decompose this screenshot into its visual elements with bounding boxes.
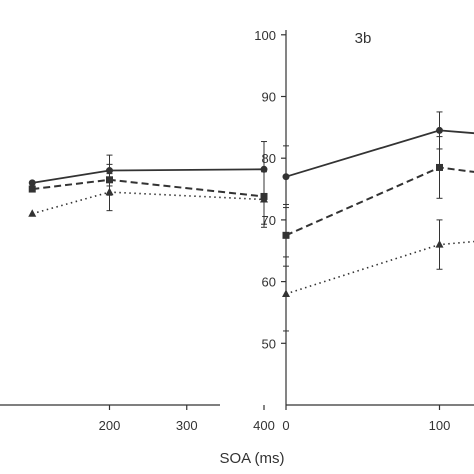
y-tick-label: 60 xyxy=(262,275,276,290)
x-tick-label: 200 xyxy=(99,418,121,433)
panel-3a: 200 300 400 xyxy=(0,141,275,433)
data-point-triangle xyxy=(28,209,37,217)
y-tick-label: 90 xyxy=(262,90,276,105)
series-line-solid xyxy=(285,129,474,178)
data-point-square xyxy=(436,163,443,171)
series-line-dashed xyxy=(285,166,474,237)
x-tick-label: 300 xyxy=(176,418,198,433)
x-axis-label: SOA (ms) xyxy=(219,450,284,467)
y-tick-label: 100 xyxy=(254,28,276,43)
data-point-square xyxy=(28,185,36,193)
data-point-triangle xyxy=(105,187,114,196)
series-line-solid xyxy=(32,168,265,184)
data-point-circle xyxy=(28,179,36,187)
series-line-dashed xyxy=(32,178,265,198)
series-line-dotted xyxy=(32,191,265,215)
y-tick-label: 70 xyxy=(262,213,276,228)
x-tick-label: 100 xyxy=(429,418,451,433)
x-tick-label: 400 xyxy=(253,418,275,433)
series-line-dotted xyxy=(285,240,474,295)
data-point-circle xyxy=(436,126,443,134)
data-point-triangle xyxy=(435,240,444,248)
panel-3b-title: 3b xyxy=(355,30,372,47)
data-point-square xyxy=(282,231,290,239)
data-point-triangle xyxy=(282,289,290,297)
panel-3b: 01002005060708090100 xyxy=(254,28,474,433)
data-point-triangle xyxy=(260,195,268,203)
y-tick-label: 80 xyxy=(262,151,276,166)
y-tick-label: 50 xyxy=(262,336,276,351)
data-point-circle xyxy=(282,173,290,181)
x-tick-label: 0 xyxy=(282,418,289,433)
